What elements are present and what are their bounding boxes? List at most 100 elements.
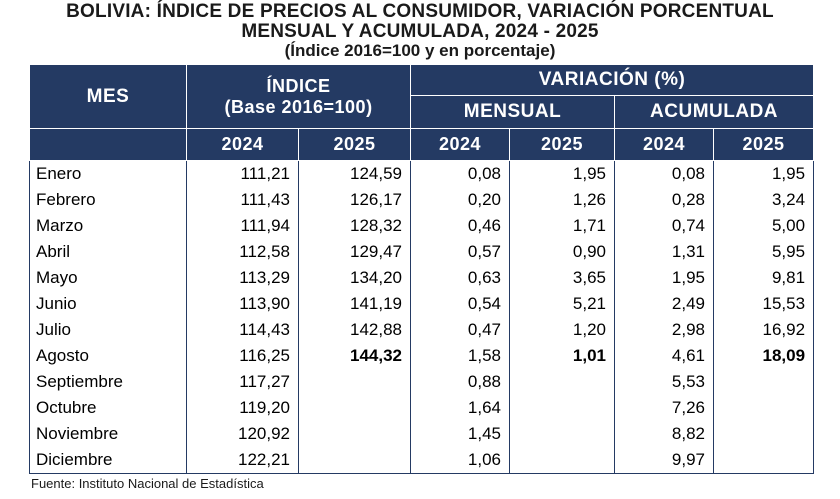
header-indice: ÍNDICE (Base 2016=100) [185,64,412,129]
table-row: Mayo 113,29 134,20 0,63 3,65 1,95 9,81 [29,265,815,291]
title-block: BOLIVIA: ÍNDICE DE PRECIOS AL CONSUMIDOR… [0,0,840,60]
header-year: 2025 [509,128,616,161]
index-2024-cell: 111,94 [186,213,299,239]
header-mes: MES [29,64,187,129]
table-row: Octubre 119,20 1,64 7,26 [29,395,815,421]
index-2024-cell: 120,92 [186,421,299,447]
month-cell: Febrero [29,187,187,213]
month-cell: Octubre [29,395,187,421]
monthly-2025-cell: 5,21 [509,291,616,317]
header-mes-blank [29,128,187,161]
index-2025-cell: 129,47 [297,239,412,265]
monthly-2024-cell: 0,63 [410,265,511,291]
cumulative-2024-cell: 0,28 [614,187,715,213]
table-body: Enero 111,21 124,59 0,08 1,95 0,08 1,95 Febrero… [29,160,815,474]
index-2024-cell: 111,43 [186,187,299,213]
cpi-table: MES ÍNDICE (Base 2016=100) VARIACIÓN (%)… [29,64,815,474]
index-2025-cell [297,447,412,474]
cumulative-2025-cell [713,395,815,421]
index-2024-cell: 122,21 [186,447,299,474]
header-year: 2025 [297,128,412,161]
monthly-2025-cell: 1,26 [509,187,616,213]
month-cell: Abril [29,239,187,265]
index-2024-cell: 119,20 [186,395,299,421]
index-2024-cell: 114,43 [186,317,299,343]
monthly-2025-cell: 1,95 [509,160,616,187]
index-2024-cell: 111,21 [186,160,299,187]
index-2024-cell: 116,25 [186,343,299,369]
header-year: 2024 [614,128,715,161]
index-2025-cell: 126,17 [297,187,412,213]
source-footer: Fuente: Instituto Nacional de Estadístic… [31,476,264,491]
monthly-2025-cell [509,447,616,474]
monthly-2024-cell: 0,20 [410,187,511,213]
monthly-2024-cell: 1,06 [410,447,511,474]
index-2025-cell: 141,19 [297,291,412,317]
table-row: Marzo 111,94 128,32 0,46 1,71 0,74 5,00 [29,213,815,239]
cumulative-2024-cell: 5,53 [614,369,715,395]
month-cell: Marzo [29,213,187,239]
header-year: 2025 [713,128,815,161]
monthly-2025-cell: 3,65 [509,265,616,291]
header-indice-label: ÍNDICE [266,75,331,96]
cumulative-2025-cell [713,369,815,395]
table-row: Julio 114,43 142,88 0,47 1,20 2,98 16,92 [29,317,815,343]
table-row: Abril 112,58 129,47 0,57 0,90 1,31 5,95 [29,239,815,265]
monthly-2025-cell [509,421,616,447]
cumulative-2025-cell [713,447,815,474]
index-2025-cell: 144,32 [297,343,412,369]
monthly-2024-cell: 1,58 [410,343,511,369]
index-2025-cell: 124,59 [297,160,412,187]
index-2025-cell [297,369,412,395]
header-year: 2024 [410,128,511,161]
index-2024-cell: 113,90 [186,291,299,317]
cumulative-2025-cell: 5,95 [713,239,815,265]
cumulative-2025-cell: 1,95 [713,160,815,187]
monthly-2025-cell [509,369,616,395]
month-cell: Noviembre [29,421,187,447]
table-row: Noviembre 120,92 1,45 8,82 [29,421,815,447]
cumulative-2024-cell: 0,08 [614,160,715,187]
month-cell: Mayo [29,265,187,291]
cumulative-2025-cell: 16,92 [713,317,815,343]
monthly-2024-cell: 0,54 [410,291,511,317]
header-year: 2024 [186,128,299,161]
header-variacion: VARIACIÓN (%) [410,64,815,96]
index-2024-cell: 113,29 [186,265,299,291]
cumulative-2024-cell: 2,98 [614,317,715,343]
table-row: Agosto 116,25 144,32 1,58 1,01 4,61 18,09 [29,343,815,369]
table-row: Septiembre 117,27 0,88 5,53 [29,369,815,395]
monthly-2025-cell: 1,20 [509,317,616,343]
index-2024-cell: 112,58 [186,239,299,265]
cumulative-2024-cell: 7,26 [614,395,715,421]
cumulative-2025-cell: 3,24 [713,187,815,213]
cumulative-2024-cell: 0,74 [614,213,715,239]
index-2025-cell: 134,20 [297,265,412,291]
index-2024-cell: 117,27 [186,369,299,395]
index-2025-cell [297,395,412,421]
monthly-2025-cell: 1,71 [509,213,616,239]
cumulative-2024-cell: 1,95 [614,265,715,291]
monthly-2025-cell: 0,90 [509,239,616,265]
table-row: Enero 111,21 124,59 0,08 1,95 0,08 1,95 [29,160,815,187]
month-cell: Enero [29,160,187,187]
cumulative-2025-cell: 5,00 [713,213,815,239]
title-line-3: (Índice 2016=100 y en porcentaje) [284,41,556,60]
month-cell: Diciembre [29,447,187,474]
table-row: Junio 113,90 141,19 0,54 5,21 2,49 15,53 [29,291,815,317]
index-2025-cell: 128,32 [297,213,412,239]
header-acumulada: ACUMULADA [614,95,815,129]
month-cell: Agosto [29,343,187,369]
monthly-2024-cell: 0,46 [410,213,511,239]
monthly-2024-cell: 1,45 [410,421,511,447]
cumulative-2025-cell: 15,53 [713,291,815,317]
index-2025-cell [297,421,412,447]
cumulative-2025-cell: 9,81 [713,265,815,291]
cumulative-2024-cell: 8,82 [614,421,715,447]
cumulative-2025-cell [713,421,815,447]
monthly-2024-cell: 0,47 [410,317,511,343]
title-line-2: MENSUAL Y ACUMULADA, 2024 - 2025 [241,21,599,42]
month-cell: Septiembre [29,369,187,395]
cumulative-2025-cell: 18,09 [713,343,815,369]
cumulative-2024-cell: 2,49 [614,291,715,317]
